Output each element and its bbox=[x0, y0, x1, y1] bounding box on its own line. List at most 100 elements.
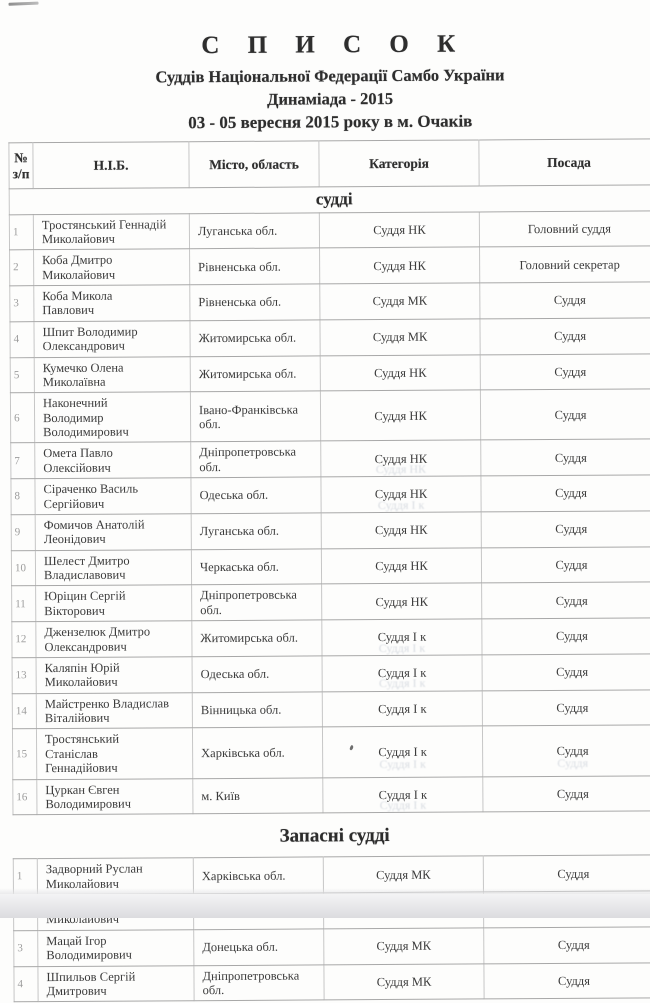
table-row: 5 Кумечко Олена Миколаївна Житомирська о… bbox=[10, 353, 650, 394]
category-text: Суддя І к bbox=[377, 665, 427, 681]
judge-name: Юріцин Сергій Вікторович bbox=[35, 585, 192, 622]
judge-category: Суддя І к Суддя І к bbox=[322, 776, 483, 814]
judge-category: Суддя НК bbox=[320, 390, 481, 442]
position-text: Головний секретар bbox=[519, 257, 620, 272]
category-text: Суддя НК bbox=[374, 451, 428, 466]
position-text: Суддя bbox=[556, 700, 589, 715]
judge-name: Джензелюк Дмитро Олександрович bbox=[35, 620, 193, 658]
row-number: 2 bbox=[9, 249, 34, 286]
document-subtitle-date: 03 - 05 вересня 2015 року в м. Очаків bbox=[188, 111, 473, 133]
judge-position: Суддя bbox=[483, 926, 650, 964]
judge-category: Суддя МК bbox=[319, 283, 480, 320]
judge-category: Суддя МК bbox=[323, 963, 485, 1001]
position-text: Суддя bbox=[556, 786, 589, 801]
reserve-judges-table: 1 Задворний Руслан Миколайович Харківськ… bbox=[13, 855, 650, 1003]
position-text: Суддя bbox=[554, 364, 587, 379]
judge-name: Каляпін Юрій Миколайович bbox=[36, 656, 193, 694]
section-header-row: судді bbox=[9, 184, 650, 215]
category-text: Суддя НК bbox=[374, 487, 428, 502]
row-number: 4 bbox=[13, 966, 39, 1003]
table-header-row: № з/п Н.І.Б. Місто, область Категорія По… bbox=[8, 138, 650, 189]
judge-position: Суддя bbox=[481, 546, 650, 584]
judge-position: Суддя bbox=[481, 618, 650, 655]
judge-category: Суддя МК bbox=[319, 318, 481, 356]
row-number: 1 bbox=[9, 214, 34, 251]
judge-category: Суддя НК bbox=[321, 547, 482, 585]
position-text: Суддя bbox=[555, 521, 588, 537]
table-row: 10 Шелест Дмитро Владиславович Черкаська… bbox=[11, 546, 650, 587]
judge-position: Суддя bbox=[482, 653, 650, 691]
category-text: Суддя МК bbox=[376, 974, 432, 989]
category-text: Суддя НК bbox=[374, 408, 427, 423]
judge-category: Суддя НК bbox=[319, 211, 480, 249]
judge-name: Фомичов Анатолій Леонідович bbox=[35, 513, 192, 551]
position-text: Суддя bbox=[557, 973, 591, 988]
judge-position: Головний секретар bbox=[479, 246, 650, 284]
table-row: 14 Майстренко Владислав Віталійович Вінн… bbox=[12, 689, 650, 730]
judge-position: Суддя bbox=[483, 855, 650, 893]
category-text: Суддя МК bbox=[372, 294, 428, 309]
document-title: С П И С О К bbox=[201, 30, 467, 60]
judge-position: Суддя bbox=[481, 510, 650, 548]
position-text: Головний суддя bbox=[527, 221, 612, 236]
judge-region: м. Київ bbox=[192, 777, 323, 815]
judge-name: Шпит Володимир Олександрович bbox=[33, 320, 191, 358]
judge-position: Суддя bbox=[482, 689, 650, 727]
judge-name: Шпильов Сергій Дмитрович bbox=[37, 965, 195, 1002]
document-subtitle-event: Динаміада - 2015 bbox=[267, 88, 394, 109]
column-header-category: Категорія bbox=[318, 139, 480, 187]
table-row: 7 Омета Павло Олексійович Дніпропетровсь… bbox=[10, 439, 650, 480]
judge-region: Житомирська обл. bbox=[191, 620, 323, 657]
judge-position: Суддя bbox=[481, 582, 650, 620]
position-text: Суддя bbox=[555, 557, 588, 572]
judge-name: Майстренко Владислав Віталійович bbox=[36, 692, 193, 730]
judge-name: Тростянський Станіслав Геннадійович bbox=[36, 728, 193, 780]
position-text: Суддя bbox=[555, 486, 588, 501]
judge-name: Мацай Ігор Володимирович bbox=[37, 929, 194, 967]
row-number: 13 bbox=[12, 657, 37, 694]
position-text: Суддя bbox=[556, 664, 589, 680]
row-number: 6 bbox=[10, 392, 35, 444]
table-row: 4 Шпильов Сергій Дмитрович Дніпропетровс… bbox=[13, 962, 650, 1003]
judge-name: Коба Микола Павлович bbox=[33, 284, 190, 322]
judge-category: Суддя І к Суддя І к bbox=[321, 619, 483, 656]
table-row: 11 Юріцин Сергій Вікторович Дніпропетров… bbox=[11, 582, 650, 623]
row-number: 7 bbox=[10, 443, 35, 480]
judge-category: Суддя НК bbox=[320, 354, 481, 392]
document-header: С П И С О К Суддів Національної Федераці… bbox=[0, 29, 650, 134]
position-text: Суддя bbox=[555, 629, 588, 644]
scan-edge-band bbox=[0, 888, 650, 918]
judge-name: Омета Павло Олексійович bbox=[34, 442, 191, 479]
judge-name: Цуркан Євген Володимирович bbox=[36, 778, 193, 815]
row-number: 16 bbox=[12, 779, 37, 816]
judge-name: Наконечний Володимир Володимирович bbox=[34, 392, 191, 444]
judge-position: Суддя bbox=[479, 281, 650, 319]
reserve-judges-rows: 1 Задворний Руслан Миколайович Харківськ… bbox=[13, 855, 650, 1003]
category-text: Суддя І к bbox=[378, 744, 427, 759]
judge-region: Дніпропетровська обл. bbox=[193, 964, 325, 1002]
position-text: Суддя bbox=[557, 866, 590, 881]
judge-category: Суддя І к bbox=[322, 690, 483, 728]
judge-region: Донецька обл. bbox=[193, 928, 324, 966]
judge-region: Житомирська обл. bbox=[189, 319, 321, 357]
judge-region: Харківська обл. bbox=[192, 727, 323, 779]
judge-region: Луганська обл. bbox=[189, 212, 320, 250]
category-text: Суддя МК bbox=[372, 329, 428, 345]
judge-region: Луганська обл. bbox=[191, 512, 322, 550]
position-text: Суддя bbox=[556, 743, 589, 758]
row-number: 14 bbox=[12, 693, 37, 730]
judge-position: Суддя bbox=[483, 962, 650, 1000]
table-row: 1 Тростянський Геннадій Миколайович Луга… bbox=[9, 210, 650, 251]
judges-table: № з/п Н.І.Б. Місто, область Категорія По… bbox=[8, 138, 650, 816]
row-number: 12 bbox=[11, 621, 37, 658]
category-text: Суддя НК bbox=[373, 222, 426, 237]
row-number: 9 bbox=[11, 514, 36, 551]
table-row: 13 Каляпін Юрій Миколайович Одеська обл.… bbox=[12, 653, 650, 694]
table-row: 12 Джензелюк Дмитро Олександрович Житоми… bbox=[11, 618, 650, 658]
table-row: 15 Тростянський Станіслав Геннадійович Х… bbox=[12, 725, 650, 780]
table-row: 3 Мацай Ігор Володимирович Донецька обл.… bbox=[13, 926, 650, 967]
judge-category: Суддя І к Суддя І к bbox=[322, 654, 483, 692]
row-number: 5 bbox=[10, 357, 35, 394]
category-text: Суддя НК bbox=[375, 558, 428, 573]
